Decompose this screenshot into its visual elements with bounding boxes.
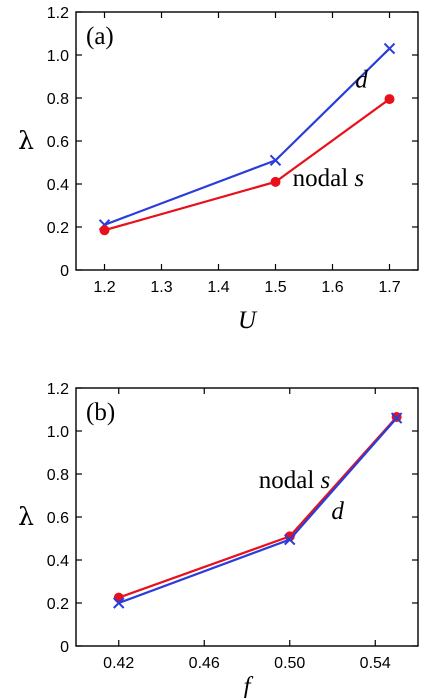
data-point-nodal-s [284, 531, 295, 542]
series-annotation: d [355, 66, 368, 93]
y-tick-label: 0.8 [47, 91, 69, 108]
x-tick-label: 0.42 [103, 655, 134, 672]
panel-label: (b) [86, 399, 115, 426]
marker-stroke [113, 597, 125, 609]
marker-stroke [390, 412, 403, 424]
y-axis-label: λ [18, 502, 34, 531]
y-tick-label: 1.0 [47, 48, 69, 65]
marker-stroke [284, 533, 296, 546]
marker-stroke [383, 42, 396, 55]
data-point-d [113, 597, 125, 609]
x-tick-label: 1.6 [321, 279, 343, 296]
series-line-nodal-s [118, 416, 398, 599]
x-axis-label: f [244, 673, 254, 698]
y-axis-label: λ [18, 126, 34, 155]
y-tick-label: 0.2 [47, 596, 69, 613]
x-tick-label: 1.2 [93, 279, 115, 296]
x-tick-label: 0.50 [274, 655, 305, 672]
x-tick-label: 0.54 [360, 655, 391, 672]
y-tick-label: 0 [60, 263, 69, 280]
y-tick-label: 0 [60, 639, 69, 656]
axes-frame [75, 11, 419, 271]
x-axis-label: U [238, 307, 258, 334]
series-annotation: d [331, 498, 344, 525]
panel-a: 1.2 1.3 1.4 1.5 1.6 1.7 0 0.2 0.4 0.6 0.8 1.0 1.2 Uλ (… [18, 5, 419, 334]
y-tick-label: 0.2 [47, 220, 69, 237]
series-line-d [118, 417, 398, 605]
y-tick-label: 0.6 [47, 510, 69, 527]
x-tick-label: 1.4 [207, 279, 229, 296]
data-point-nodal-s [270, 176, 281, 187]
data-point-nodal-s [99, 225, 110, 236]
series-annotation: nodal s [293, 165, 365, 192]
y-tick-label: 1.2 [47, 5, 69, 22]
data-point-d [269, 154, 282, 167]
y-tick-label: 1.0 [47, 424, 69, 441]
x-tick-label: 1.7 [378, 279, 400, 296]
data-point-d [284, 533, 296, 546]
y-tick-label: 0.4 [47, 177, 69, 194]
x-tick-label: 1.3 [150, 279, 172, 296]
y-tick-label: 0.6 [47, 134, 69, 151]
y-tick-label: 1.2 [47, 381, 69, 398]
marker-stroke [269, 154, 282, 167]
panel-b: 0.42 0.46 0.50 0.54 0 0.2 0.4 0.6 0.8 1.0 1.2 f λ (b)… [18, 381, 419, 698]
series-annotation: nodal s [259, 467, 331, 494]
data-point-d [383, 42, 396, 55]
x-tick-label: 0.46 [189, 655, 220, 672]
y-tick-label: 0.8 [47, 467, 69, 484]
series-line-d [104, 47, 391, 226]
panel-label: (a) [86, 23, 114, 50]
data-point-d [390, 412, 403, 424]
axes-frame [75, 387, 419, 647]
y-tick-label: 0.4 [47, 553, 69, 570]
data-point-nodal-s [384, 94, 395, 105]
x-tick-label: 1.5 [264, 279, 286, 296]
